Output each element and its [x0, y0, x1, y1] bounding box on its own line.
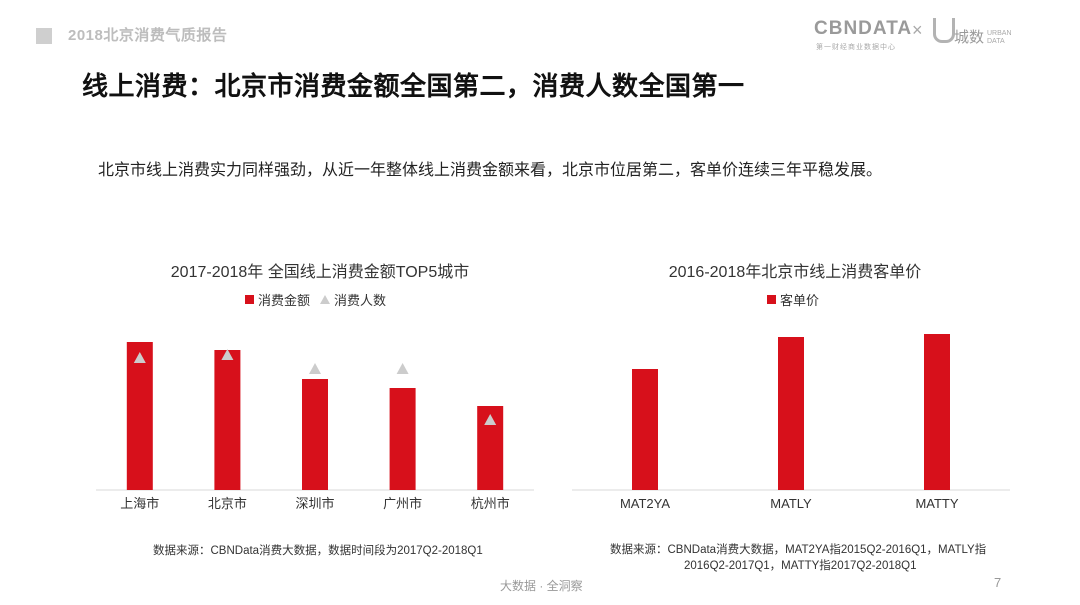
x-tick-label: 深圳市: [295, 496, 334, 511]
urban-data-u-icon: [933, 18, 955, 43]
marker-消费人数-深圳市: [309, 363, 321, 374]
urban-data-logo-text: 城数: [954, 29, 985, 46]
cbndata-logo: CBNDATA: [814, 18, 913, 39]
x-tick-label: 杭州市: [471, 496, 510, 511]
marker-消费人数-北京市: [221, 349, 234, 360]
chart2-legend: 客单价: [767, 290, 829, 309]
cbndata-logo-subtitle: 第一财经商业数据中心: [816, 44, 896, 51]
legend-square-icon: [245, 295, 254, 304]
x-tick-label: MATTY: [915, 496, 958, 511]
legend-triangle-icon: [320, 295, 331, 304]
page-number: 7: [994, 575, 1002, 590]
logo-cross: ×: [912, 20, 923, 40]
x-tick-label: MATLY: [770, 496, 812, 511]
x-tick-label: 北京市: [208, 496, 247, 511]
legend-label-unit-price: 客单价: [780, 293, 820, 308]
chart2-source: 数据来源：CBNData消费大数据，MAT2YA指2015Q2-2016Q1，M…: [610, 542, 1030, 574]
footer-slogan: 大数据 · 全洞察: [500, 579, 583, 593]
urban-data-logo-en: URBAN DATA: [987, 30, 1012, 46]
legend-label-amount: 消费金额: [258, 293, 311, 308]
chart1-legend: 消费金额 消费人数: [245, 290, 396, 309]
bar-消费金额-上海市: [126, 342, 153, 490]
page-title: 线上消费：北京市消费金额全国第二，消费人数全国第一: [82, 71, 745, 101]
x-tick-label: MAT2YA: [620, 496, 670, 511]
marker-消费人数-杭州市: [484, 414, 497, 425]
legend-item-amount: 消费金额: [245, 290, 310, 309]
marker-消费人数-上海市: [133, 352, 146, 363]
page-subtitle: 北京市线上消费实力同样强劲，从近一年整体线上消费金额来看，北京市位居第二，客单价…: [98, 162, 883, 179]
legend-item-people: 消费人数: [320, 290, 386, 309]
urban-line2: DATA: [987, 38, 1005, 45]
urban-line1: URBAN: [987, 30, 1012, 37]
legend-item-unit-price: 客单价: [767, 290, 819, 309]
chart1-title: 2017-2018年 全国线上消费金额TOP5城市: [170, 264, 470, 281]
legend-square-icon: [767, 295, 776, 304]
marker-消费人数-广州市: [396, 363, 409, 374]
x-tick-label: 广州市: [383, 496, 422, 511]
bar-消费金额-北京市: [214, 350, 241, 490]
header-square-icon: [36, 28, 52, 44]
bar-客单价-MATLY: [778, 337, 804, 490]
chart2-title: 2016-2018年北京市线上消费客单价: [668, 264, 922, 281]
chart2-source-line2: 2016Q2-2017Q1，MATTY指2017Q2-2018Q1: [684, 560, 917, 572]
chart2-source-line1: 数据来源：CBNData消费大数据，MAT2YA指2015Q2-2016Q1，M…: [610, 544, 987, 556]
bar-客单价-MAT2YA: [632, 369, 658, 490]
x-tick-label: 上海市: [120, 496, 159, 511]
bar-客单价-MATTY: [924, 334, 950, 490]
legend-label-people: 消费人数: [334, 293, 387, 308]
bar-消费金额-深圳市: [302, 379, 328, 490]
chart1-source: 数据来源：CBNData消费大数据，数据时间段为2017Q2-2018Q1: [153, 545, 483, 557]
brand-logo: CBNDATA 第一财经商业数据中心 × 城数 URBAN DATA: [812, 18, 1027, 58]
bar-消费金额-广州市: [389, 388, 416, 490]
report-title: 2018北京消费气质报告: [68, 27, 228, 44]
